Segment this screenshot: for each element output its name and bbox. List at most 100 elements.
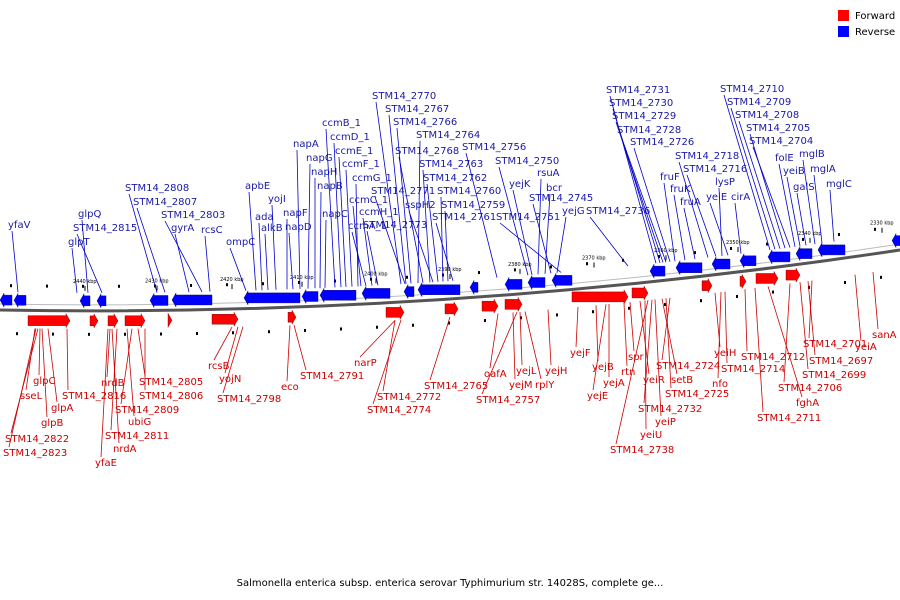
forward-leader-line <box>47 328 58 403</box>
forward-leader-line <box>623 302 628 367</box>
reverse-leader-line <box>709 202 729 256</box>
reverse-feature-14 <box>527 274 546 291</box>
reverse-leader-line <box>673 194 686 261</box>
reverse-leader-line <box>307 163 311 289</box>
position-mark-bottom <box>736 294 738 298</box>
forward-leader-line <box>126 328 135 417</box>
reverse-leader-line <box>718 187 723 256</box>
reverse-gene-label-stm14-2762: STM14_2762 <box>423 173 487 184</box>
forward-leader-line <box>592 304 607 391</box>
reverse-gene-label-naph: napH <box>311 167 337 178</box>
forward-strand-features <box>27 267 801 329</box>
position-mark-bottom <box>556 313 558 317</box>
forward-gene-label-sana: sanA <box>872 330 897 341</box>
reverse-leader-line <box>271 204 277 290</box>
position-mark-bottom <box>484 319 486 323</box>
reverse-gene-label-yoji: yojI <box>268 194 286 205</box>
position-mark-bottom <box>88 332 90 336</box>
reverse-leader-line <box>465 152 498 278</box>
reverse-gene-label-mglc: mglC <box>826 179 852 190</box>
forward-gene-label-rtn: rtn <box>621 367 635 378</box>
reverse-leader-line <box>435 222 454 281</box>
forward-leader-line <box>41 328 48 418</box>
reverse-leader-line <box>683 207 696 260</box>
forward-leader-line <box>808 280 813 339</box>
forward-gene-label-setb: setB <box>671 375 693 386</box>
reverse-leader-line <box>345 169 353 287</box>
reverse-leader-line <box>778 163 796 247</box>
position-mark-top <box>874 227 876 231</box>
forward-gene-label-fgha: fghA <box>796 398 819 409</box>
reverse-feature-2 <box>79 293 91 309</box>
forward-gene-label-stm14-2811: STM14_2811 <box>105 431 169 442</box>
scale-tick-label: 2360 kbp <box>654 248 678 254</box>
reverse-leader-line <box>723 94 771 251</box>
forward-gene-label-stm14-2732: STM14_2732 <box>638 404 702 415</box>
reverse-gene-label-mglb: mglB <box>799 149 825 160</box>
reverse-leader-line <box>264 233 269 291</box>
reverse-feature-21 <box>795 245 813 262</box>
map-caption: Salmonella enterica subsp. enterica sero… <box>236 578 664 589</box>
reverse-gene-label-stm14-2710: STM14_2710 <box>720 84 784 95</box>
scale-tick-label: 2410 kbp <box>290 275 314 281</box>
forward-gene-label-stm14-2805: STM14_2805 <box>139 377 203 388</box>
forward-legend-label: Forward <box>855 11 895 22</box>
reverse-gene-label-stm14-2716: STM14_2716 <box>683 164 747 175</box>
forward-gene-label-stm14-2712: STM14_2712 <box>741 352 805 363</box>
forward-gene-label-stm14-2714: STM14_2714 <box>721 364 785 375</box>
forward-feature-10 <box>504 296 523 313</box>
forward-feature-8 <box>444 301 459 317</box>
forward-leader-line <box>643 299 653 404</box>
reverse-leader-line <box>752 146 791 248</box>
position-mark-bottom <box>700 299 702 303</box>
forward-gene-label-yejm: yejM <box>509 380 532 391</box>
reverse-leader-line <box>426 183 439 282</box>
reverse-leader-line <box>633 147 671 262</box>
forward-leader-line <box>66 328 69 391</box>
reverse-leader-line <box>351 231 367 287</box>
forward-feature-3 <box>124 312 146 329</box>
reverse-leader-line <box>512 189 533 275</box>
forward-leader-line <box>872 271 879 330</box>
scale-tick-label: 2350 kbp <box>726 240 750 246</box>
reverse-feature-18 <box>711 256 731 272</box>
forward-gene-label-yeiu: yeiU <box>640 430 662 441</box>
forward-leader-line <box>489 313 499 369</box>
reverse-gene-label-stm14-2761: STM14_2761 <box>432 212 496 223</box>
position-mark-top <box>838 233 840 237</box>
forward-leader-line <box>665 298 672 389</box>
reverse-feature-5 <box>171 292 213 308</box>
position-mark-bottom <box>340 327 342 331</box>
forward-gene-label-stm14-2725: STM14_2725 <box>665 389 729 400</box>
forward-leader-line <box>359 320 396 358</box>
forward-leader-line <box>783 283 791 383</box>
reverse-leader-line <box>128 193 158 293</box>
reverse-leader-line <box>749 133 786 249</box>
reverse-gene-label-stm14-2768: STM14_2768 <box>395 146 459 157</box>
reverse-gene-label-stm14-2803: STM14_2803 <box>161 210 225 221</box>
forward-gene-label-spr: spr <box>628 352 645 363</box>
reverse-gene-label-glpq: glpQ <box>78 209 101 220</box>
reverse-gene-label-stm14-2718: STM14_2718 <box>675 151 739 162</box>
reverse-leader-line <box>786 176 801 247</box>
reverse-feature-17 <box>675 259 703 276</box>
forward-gene-label-stm14-2701: STM14_2701 <box>803 339 867 350</box>
forward-feature-15 <box>755 270 779 287</box>
reverse-leader-line <box>248 191 257 291</box>
forward-leader-line <box>106 328 111 378</box>
forward-gene-label-yeje: yejE <box>587 391 608 402</box>
forward-gene-label-narp: narP <box>354 358 377 369</box>
position-mark-top <box>514 268 516 272</box>
forward-feature-16 <box>785 267 801 283</box>
position-mark-bottom <box>52 332 54 336</box>
forward-feature-14 <box>739 273 747 290</box>
genome-backbone <box>0 248 900 313</box>
forward-gene-label-stm14-2774: STM14_2774 <box>367 405 431 416</box>
reverse-gene-label-stm14-2750: STM14_2750 <box>495 156 559 167</box>
reverse-gene-label-rsua: rsuA <box>537 168 560 179</box>
forward-leader-line <box>595 305 599 362</box>
position-mark-bottom <box>808 285 810 289</box>
forward-gene-label-stm14-2823: STM14_2823 <box>3 448 67 459</box>
reverse-leader-line <box>325 128 336 288</box>
reverse-gene-label-stm14-2764: STM14_2764 <box>416 130 480 141</box>
